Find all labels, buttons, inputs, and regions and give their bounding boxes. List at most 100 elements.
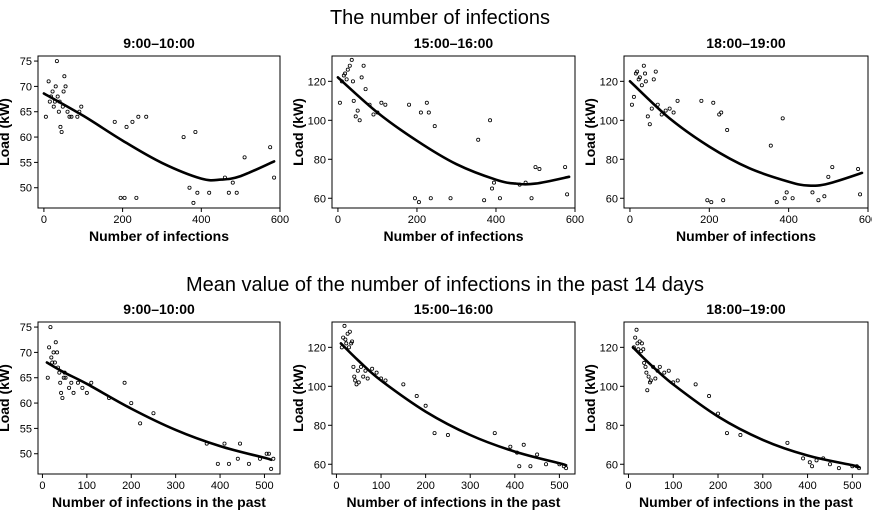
x-tick-label: 500: [550, 480, 568, 492]
data-point: [61, 89, 66, 94]
x-tick-label: 0: [335, 214, 341, 226]
data-point: [725, 128, 730, 133]
panel-title: 15:00–16:00: [414, 301, 494, 317]
data-point: [858, 192, 863, 197]
data-point: [62, 74, 67, 79]
data-point: [61, 375, 66, 380]
x-tick-label: 500: [843, 480, 861, 492]
data-point: [43, 114, 48, 119]
data-point: [637, 75, 642, 80]
chart-panel-0: 9:00–10:00 Number of infections Load (kW) 0…: [0, 35, 289, 244]
data-point: [782, 196, 787, 201]
plot-frame: [331, 321, 576, 475]
x-tick-label: 0: [41, 214, 47, 226]
y-tick-label: 120: [600, 342, 618, 354]
data-point: [235, 456, 240, 461]
data-point: [423, 403, 428, 408]
data-point: [641, 347, 646, 352]
data-point: [822, 194, 827, 199]
x-axis-label: Number of infections in the past: [52, 494, 266, 510]
y-tick-label: 120: [308, 342, 326, 354]
x-tick-label: 200: [122, 480, 140, 492]
data-point: [67, 114, 72, 119]
data-point: [490, 186, 495, 191]
data-point: [647, 380, 652, 385]
data-point: [361, 374, 366, 379]
x-tick-label: 600: [566, 214, 584, 226]
data-point: [448, 196, 453, 201]
x-tick-label: 200: [113, 214, 131, 226]
data-point: [649, 106, 654, 111]
data-point: [634, 327, 639, 332]
data-point: [662, 370, 667, 375]
chart-panel-3: 9:00–10:00 Number of infections in the pa…: [0, 301, 281, 510]
y-tick-label: 50: [20, 183, 32, 195]
data-point: [50, 89, 55, 94]
chart-panel-5: 18:00–19:00 Number of infections in the p…: [582, 301, 869, 510]
data-point: [55, 350, 60, 355]
x-axis-label: Number of infections in the past: [347, 494, 561, 510]
x-tick-label: 0: [39, 480, 45, 492]
x-tick-label: 500: [255, 480, 273, 492]
data-point: [69, 380, 74, 385]
data-point: [349, 341, 354, 346]
x-tick-label: 300: [754, 480, 772, 492]
data-point: [53, 84, 58, 89]
data-point: [428, 196, 433, 201]
data-point: [535, 452, 540, 457]
data-point: [424, 100, 429, 105]
data-point: [533, 165, 538, 170]
data-point: [810, 464, 815, 469]
y-tick-label: 75: [20, 322, 32, 334]
data-point: [266, 451, 271, 456]
data-point: [46, 79, 51, 84]
fit-curve: [336, 76, 571, 186]
data-point: [432, 431, 437, 436]
data-point: [58, 124, 63, 129]
data-point: [347, 63, 352, 68]
x-tick-label: 300: [166, 480, 184, 492]
data-point: [49, 355, 54, 360]
data-point: [350, 339, 355, 344]
data-point: [54, 59, 59, 64]
data-point: [830, 165, 835, 170]
data-point: [234, 190, 239, 195]
data-point: [56, 109, 61, 114]
data-point: [363, 87, 368, 92]
data-point: [215, 461, 220, 466]
data-point: [47, 345, 52, 350]
x-tick-label: 400: [798, 480, 816, 492]
data-point: [344, 341, 349, 346]
y-axis-label: Load (kW): [0, 98, 12, 166]
x-tick-label: 400: [506, 480, 524, 492]
data-point: [785, 440, 790, 445]
fit-curve: [631, 346, 861, 469]
data-point: [564, 466, 569, 471]
data-point: [353, 378, 358, 383]
data-point: [207, 190, 212, 195]
data-point: [75, 380, 80, 385]
data-point: [226, 461, 231, 466]
data-point: [651, 77, 656, 82]
data-point: [45, 375, 50, 380]
data-point: [565, 192, 570, 197]
data-point: [71, 390, 76, 395]
data-point: [492, 431, 497, 436]
data-point: [84, 390, 89, 395]
data-point: [351, 364, 356, 369]
data-point: [407, 102, 412, 107]
plot-frame: [331, 55, 576, 209]
data-point: [639, 349, 644, 354]
data-point: [671, 110, 676, 115]
y-tick-label: 100: [308, 115, 326, 127]
plot-frame: [623, 55, 869, 209]
data-point: [67, 385, 72, 390]
data-point: [48, 325, 53, 330]
x-tick-label: 100: [78, 480, 96, 492]
data-point: [401, 382, 406, 387]
data-point: [51, 350, 56, 355]
y-tick-label: 80: [606, 154, 618, 166]
data-point: [719, 110, 724, 115]
data-point: [648, 378, 653, 383]
